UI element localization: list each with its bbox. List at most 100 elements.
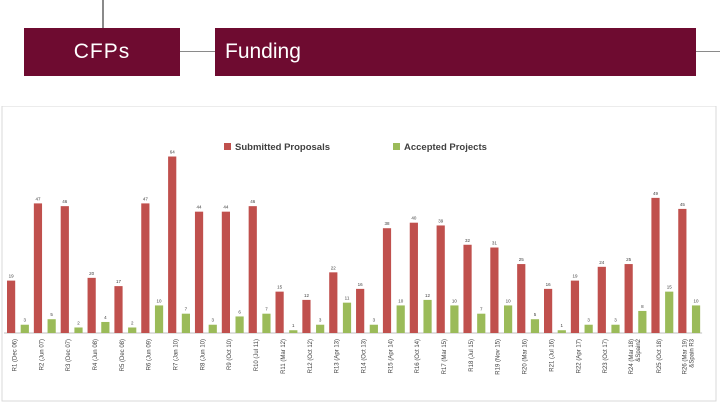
category-label: R23 (Oct 17) bbox=[603, 339, 609, 373]
right-connector-line bbox=[696, 51, 720, 52]
category-label: R11 (Mar 12) bbox=[281, 339, 287, 374]
submitted-value-label: 46 bbox=[62, 199, 68, 204]
accepted-bar bbox=[423, 299, 432, 333]
accepted-value-label: 7 bbox=[265, 307, 268, 312]
submitted-bar bbox=[517, 264, 526, 333]
submitted-value-label: 20 bbox=[89, 271, 95, 276]
accepted-bar bbox=[47, 319, 56, 333]
submitted-value-label: 19 bbox=[572, 274, 578, 279]
accepted-value-label: 7 bbox=[185, 307, 188, 312]
accepted-value-label: 3 bbox=[319, 318, 322, 323]
submitted-bar bbox=[60, 206, 69, 333]
accepted-value-label: 3 bbox=[614, 318, 617, 323]
accepted-value-label: 5 bbox=[50, 312, 53, 317]
submitted-value-label: 47 bbox=[143, 196, 149, 201]
submitted-value-label: 64 bbox=[170, 150, 176, 155]
category-label-line: R26 (Mar 19) bbox=[683, 339, 689, 374]
submitted-bar bbox=[141, 203, 150, 333]
submitted-value-label: 16 bbox=[358, 282, 364, 287]
submitted-bar bbox=[114, 286, 123, 333]
submitted-value-label: 24 bbox=[599, 260, 605, 265]
bar-group: 1934754622041724710647443446467151123221… bbox=[4, 150, 703, 334]
accepted-bar bbox=[691, 305, 701, 333]
category-label: R20 (Mar 16) bbox=[523, 339, 529, 374]
submitted-bar bbox=[7, 280, 16, 333]
accepted-value-label: 6 bbox=[238, 309, 241, 314]
proposals-chart: Submitted Proposals Accepted Projects 19 3… bbox=[0, 106, 720, 405]
submitted-bar bbox=[302, 299, 311, 333]
submitted-value-label: 44 bbox=[223, 205, 229, 210]
category-label-line: &Spain2 bbox=[636, 338, 642, 361]
category-label: R13 (Apr 13) bbox=[335, 339, 341, 373]
submitted-bar bbox=[544, 288, 553, 333]
submitted-bar bbox=[678, 208, 687, 333]
legend-swatch-submitted bbox=[224, 143, 231, 150]
category-label: R3 (Dec 07) bbox=[66, 339, 72, 371]
category-label: R9 (Oct 10) bbox=[227, 339, 233, 370]
category-label-line: R24 (Mar 18) bbox=[629, 339, 635, 374]
accepted-value-label: 3 bbox=[373, 318, 376, 323]
submitted-value-label: 45 bbox=[680, 202, 686, 207]
accepted-bar bbox=[262, 313, 271, 333]
submitted-value-label: 17 bbox=[116, 279, 122, 284]
funding-banner: Funding bbox=[215, 28, 696, 76]
submitted-bar bbox=[33, 203, 43, 333]
legend-label-accepted: Accepted Projects bbox=[404, 142, 487, 153]
category-label: R7 (Jan 10) bbox=[174, 339, 180, 370]
category-label: R25 (Oct 18) bbox=[657, 339, 663, 373]
submitted-value-label: 40 bbox=[411, 216, 417, 221]
accepted-bar bbox=[181, 313, 190, 333]
submitted-value-label: 31 bbox=[492, 241, 498, 246]
accepted-value-label: 10 bbox=[694, 298, 700, 303]
accepted-bar bbox=[665, 291, 674, 333]
submitted-bar bbox=[597, 266, 606, 333]
category-label: R18 (Jul 15) bbox=[469, 339, 475, 372]
submitted-value-label: 22 bbox=[331, 265, 337, 270]
category-label: R19 (Nov 15) bbox=[496, 339, 502, 375]
accepted-value-label: 3 bbox=[587, 318, 590, 323]
submitted-value-label: 32 bbox=[465, 238, 471, 243]
category-label: R2 (Jun 07) bbox=[39, 339, 45, 370]
accepted-bar bbox=[20, 324, 29, 333]
accepted-value-label: 3 bbox=[211, 318, 214, 323]
submitted-bar bbox=[329, 272, 338, 333]
submitted-bar bbox=[356, 288, 365, 333]
accepted-value-label: 1 bbox=[561, 323, 564, 328]
accepted-value-label: 10 bbox=[157, 298, 163, 303]
accepted-value-label: 11 bbox=[345, 296, 350, 301]
submitted-bar bbox=[194, 211, 204, 333]
accepted-value-label: 15 bbox=[667, 285, 673, 290]
category-label: R21 (Jul 16) bbox=[549, 339, 555, 372]
accepted-bar bbox=[342, 302, 352, 333]
category-label: R10 (Jul 11) bbox=[254, 339, 260, 371]
accepted-bar bbox=[208, 324, 217, 333]
accepted-value-label: 8 bbox=[641, 304, 644, 309]
submitted-bar bbox=[87, 277, 96, 333]
header-connector-line bbox=[180, 51, 215, 52]
category-label: R24 (Mar 18)&Spain2 bbox=[629, 338, 642, 374]
submitted-bar bbox=[436, 225, 445, 333]
legend-swatch-accepted bbox=[393, 143, 400, 150]
submitted-value-label: 25 bbox=[519, 257, 525, 262]
submitted-value-label: 15 bbox=[277, 285, 283, 290]
submitted-bar bbox=[275, 291, 284, 333]
legend-label-submitted: Submitted Proposals bbox=[235, 142, 330, 153]
chart-canvas: Submitted Proposals Accepted Projects 19 3… bbox=[1, 106, 717, 402]
submitted-value-label: 25 bbox=[626, 257, 632, 262]
submitted-value-label: 38 bbox=[384, 221, 390, 226]
category-label: R15 (Apr 14) bbox=[388, 339, 394, 373]
accepted-value-label: 10 bbox=[398, 298, 404, 303]
accepted-value-label: 12 bbox=[425, 293, 431, 298]
accepted-bar bbox=[504, 305, 513, 333]
category-label: R6 (Jun 09) bbox=[147, 339, 153, 370]
chart-frame bbox=[1, 106, 717, 402]
top-connector-line bbox=[102, 0, 104, 28]
submitted-bar bbox=[248, 206, 257, 333]
accepted-bar bbox=[450, 305, 459, 333]
submitted-value-label: 47 bbox=[35, 196, 41, 201]
accepted-bar bbox=[316, 324, 325, 333]
category-label: R5 (Dec 08) bbox=[120, 339, 126, 371]
funding-title: Funding bbox=[225, 40, 301, 63]
submitted-value-label: 49 bbox=[653, 191, 659, 196]
category-label: R4 (Jun 08) bbox=[93, 339, 99, 370]
